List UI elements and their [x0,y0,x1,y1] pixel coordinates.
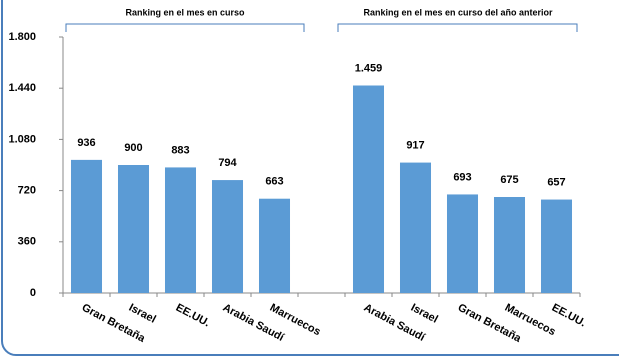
value-label: 693 [453,171,471,183]
bar [258,198,291,293]
y-tick-label: 360 [18,236,36,248]
bar [446,194,479,293]
value-label: 917 [406,139,424,151]
value-label: 675 [500,174,518,186]
value-label: 883 [171,144,189,156]
y-tick-label: 0 [30,287,36,299]
y-tick-label: 1.800 [8,31,36,43]
bar [70,159,103,293]
value-label: 794 [218,157,237,169]
y-tick-label: 1.440 [8,82,36,94]
value-label: 1.459 [355,62,383,74]
bar [117,165,150,293]
value-label: 663 [265,176,283,188]
y-tick-label: 1.080 [8,133,36,145]
y-tick-label: 720 [18,185,36,197]
annotation: Ranking en el mes en curso [125,7,245,17]
bar [540,199,573,293]
value-label: 900 [124,142,142,154]
bar [211,180,244,293]
value-label: 936 [77,137,95,149]
annotation: Ranking en el mes en curso del año anter… [363,7,553,17]
bracket [65,23,305,32]
bar [399,162,432,293]
value-label: 657 [547,176,565,188]
bar [352,85,385,294]
bar [493,197,526,293]
bracket [337,23,578,32]
bar [164,167,197,293]
